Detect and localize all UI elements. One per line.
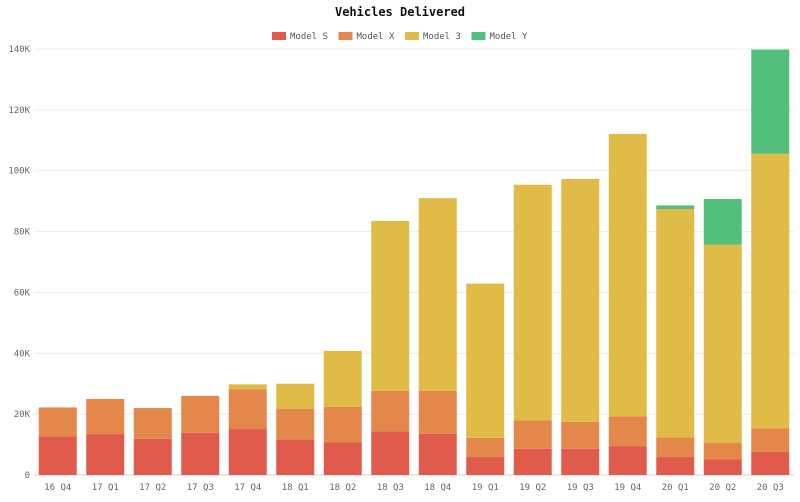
legend-swatch <box>338 32 353 40</box>
bar-segment-model-s[interactable] <box>418 433 457 475</box>
bar-segment-model-3[interactable] <box>418 198 457 391</box>
x-tick-label: 19 Q4 <box>614 483 641 493</box>
legend-item-model-3[interactable]: Model 3 <box>405 32 461 42</box>
bar-segment-model-y[interactable] <box>656 205 695 210</box>
y-tick-label: 100K <box>8 167 30 177</box>
x-tick-label: 18 Q1 <box>282 483 309 493</box>
x-tick-label: 16 Q4 <box>44 483 71 493</box>
bar-segment-model-x[interactable] <box>228 389 267 430</box>
bar-segment-model-s[interactable] <box>276 439 315 475</box>
legend-label: Model Y <box>490 32 529 42</box>
bar-segment-model-s[interactable] <box>656 457 695 475</box>
bar-segment-model-3[interactable] <box>656 209 695 438</box>
bar-segment-model-x[interactable] <box>466 437 505 458</box>
bar-segment-model-s[interactable] <box>751 451 790 475</box>
x-tick-label: 20 Q1 <box>662 483 689 493</box>
y-axis: 0 20K 40K 60K 80K 100K 120K 140K <box>8 45 30 481</box>
y-tick-label: 80K <box>14 228 31 238</box>
bar-segment-model-s[interactable] <box>228 429 267 475</box>
legend-item-model-y[interactable]: Model Y <box>471 32 529 42</box>
legend-label: Model S <box>290 32 328 42</box>
bar-segment-model-3[interactable] <box>323 350 362 407</box>
legend-swatch <box>471 32 486 40</box>
bar-segment-model-x[interactable] <box>38 407 77 437</box>
bar-segment-model-x[interactable] <box>513 420 552 449</box>
y-tick-label: 60K <box>14 288 31 298</box>
bar-segment-model-s[interactable] <box>703 459 742 475</box>
x-tick-label: 19 Q2 <box>519 483 546 493</box>
legend-label: Model 3 <box>423 32 461 42</box>
bar-segment-model-x[interactable] <box>561 421 600 449</box>
bar-segment-model-3[interactable] <box>703 244 742 444</box>
x-tick-label: 19 Q1 <box>472 483 499 493</box>
bar-segment-model-s[interactable] <box>86 434 125 475</box>
y-tick-label: 20K <box>14 410 31 420</box>
bar-segment-model-y[interactable] <box>703 199 742 245</box>
bar-segment-model-3[interactable] <box>276 383 315 409</box>
legend-item-model-s[interactable]: Model S <box>272 32 328 42</box>
y-tick-label: 0 <box>25 471 30 481</box>
bar-segment-model-x[interactable] <box>751 428 790 452</box>
chart-title: Vehicles Delivered <box>335 5 465 19</box>
y-tick-label: 40K <box>14 349 31 359</box>
bar-segment-model-x[interactable] <box>371 390 410 432</box>
x-tick-label: 17 Q3 <box>187 483 214 493</box>
x-tick-label: 20 Q2 <box>709 483 736 493</box>
legend-item-model-x[interactable]: Model X <box>338 32 396 42</box>
bar-segment-model-s[interactable] <box>181 432 220 475</box>
bar-segment-model-3[interactable] <box>751 153 790 429</box>
x-tick-label: 17 Q4 <box>234 483 261 493</box>
legend[interactable]: Model S Model X Model 3 Model Y <box>272 32 528 42</box>
y-tick-label: 120K <box>8 106 30 116</box>
x-tick-label: 17 Q2 <box>139 483 166 493</box>
bar-segment-model-3[interactable] <box>466 283 505 438</box>
x-tick-label: 19 Q3 <box>567 483 594 493</box>
x-axis: 16 Q4 17 Q1 17 Q2 17 Q3 17 Q4 18 Q1 18 Q2 18 Q3… <box>44 483 784 493</box>
legend-swatch <box>405 32 419 40</box>
bar-segment-model-s[interactable] <box>608 446 647 475</box>
legend-swatch <box>272 32 286 40</box>
legend-label: Model X <box>357 32 396 42</box>
bar-segment-model-3[interactable] <box>371 220 410 391</box>
bar-segment-model-x[interactable] <box>86 398 125 435</box>
bar-segment-model-3[interactable] <box>513 184 552 421</box>
bar-segment-model-x[interactable] <box>133 408 172 439</box>
x-tick-label: 17 Q1 <box>92 483 119 493</box>
bar-segment-model-s[interactable] <box>38 436 77 475</box>
bar-segment-model-3[interactable] <box>228 384 267 390</box>
bar-segment-model-x[interactable] <box>418 390 457 434</box>
y-tick-label: 140K <box>8 45 30 55</box>
bar-segment-model-s[interactable] <box>323 442 362 475</box>
x-tick-label: 20 Q3 <box>757 483 784 493</box>
bar-segment-model-y[interactable] <box>751 49 790 154</box>
bar-segment-model-x[interactable] <box>323 406 362 443</box>
bar-segment-model-x[interactable] <box>703 443 742 460</box>
bar-segment-model-x[interactable] <box>656 437 695 458</box>
bar-segment-model-s[interactable] <box>466 457 505 475</box>
bar-segment-model-s[interactable] <box>371 431 410 475</box>
x-tick-label: 18 Q3 <box>377 483 404 493</box>
bar-segment-model-s[interactable] <box>561 448 600 475</box>
bar-segment-model-3[interactable] <box>608 133 647 417</box>
bar-segment-model-3[interactable] <box>561 178 600 422</box>
bar-segment-model-x[interactable] <box>276 408 315 440</box>
bars <box>38 49 790 475</box>
bar-segment-model-x[interactable] <box>608 416 647 447</box>
bar-segment-model-x[interactable] <box>181 395 220 433</box>
bar-segment-model-s[interactable] <box>133 438 172 475</box>
x-tick-label: 18 Q4 <box>424 483 451 493</box>
bar-segment-model-s[interactable] <box>513 448 552 475</box>
x-tick-label: 18 Q2 <box>329 483 356 493</box>
